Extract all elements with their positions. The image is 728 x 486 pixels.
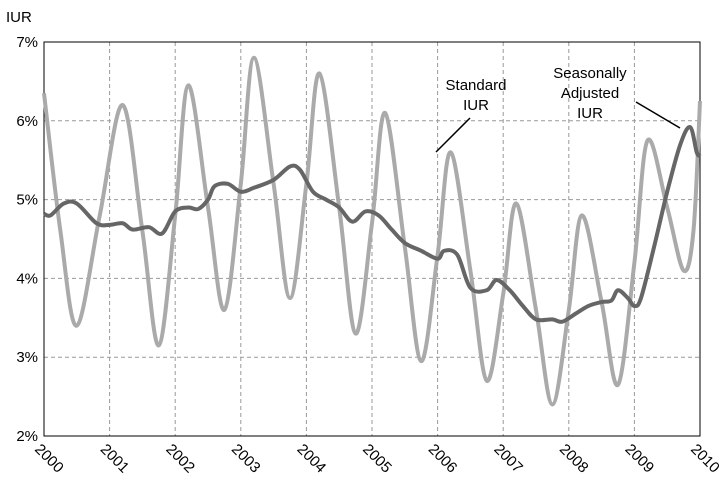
y-tick-label: 4% <box>16 270 38 287</box>
annotation-text: Adjusted <box>561 85 619 102</box>
x-tick-label: 2002 <box>162 441 198 477</box>
x-tick-label: 2009 <box>622 441 658 477</box>
annotation-text: IUR <box>577 105 603 122</box>
y-tick-label: 2% <box>16 428 38 445</box>
x-tick-label: 2010 <box>687 441 723 477</box>
annotation-text: Standard <box>446 77 507 94</box>
x-tick-label: 2001 <box>97 441 133 477</box>
x-tick-label: 2005 <box>359 441 395 477</box>
annotation-pointer <box>635 101 681 129</box>
annotation-standard: Standard IUR <box>435 77 507 153</box>
x-tick-label: 2004 <box>294 441 330 477</box>
annotation-adjusted: Seasonally Adjusted IUR <box>553 65 681 129</box>
y-tick-label: 7% <box>16 34 38 51</box>
annotation-text: Seasonally <box>553 65 627 82</box>
x-tick-label: 2003 <box>228 441 264 477</box>
y-tick-label: 6% <box>16 113 38 130</box>
plot-border <box>43 41 701 437</box>
y-axis-label: IUR <box>6 9 32 26</box>
x-tick-label: 2000 <box>31 441 67 477</box>
x-tick-label: 2006 <box>425 441 461 477</box>
x-tick-label: 2008 <box>556 441 592 477</box>
y-tick-label: 5% <box>16 192 38 209</box>
annotation-pointer <box>435 117 471 153</box>
x-tick-label: 2007 <box>490 441 526 477</box>
y-tick-label: 3% <box>16 349 38 366</box>
annotation-text: IUR <box>463 97 489 114</box>
series-line <box>43 125 702 324</box>
